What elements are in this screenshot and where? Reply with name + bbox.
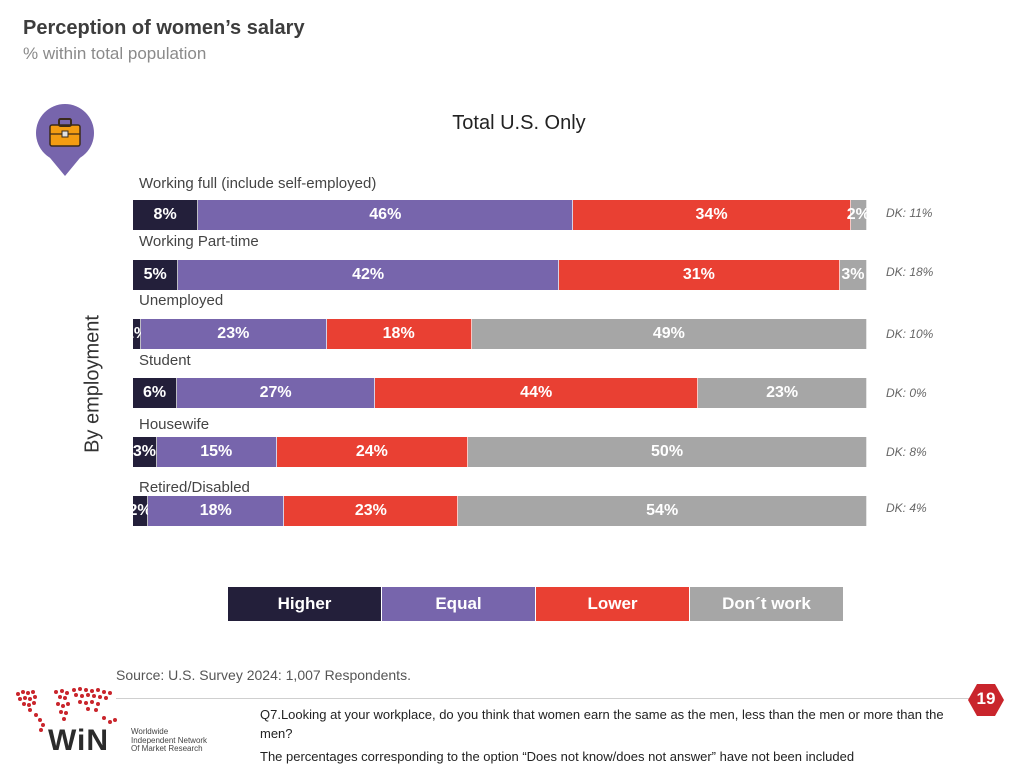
data-label: 3% [132, 443, 157, 460]
dk-label: DK: 11% [886, 206, 933, 220]
bar-segment-higher: 3% [133, 437, 157, 467]
data-label: 34% [695, 206, 728, 223]
data-label: 42% [352, 266, 385, 283]
dk-label: DK: 0% [886, 386, 927, 400]
question-text: Q7.Looking at your workplace, do you thi… [260, 707, 944, 741]
data-label: 18% [199, 502, 232, 519]
page-subtitle: % within total population [23, 44, 207, 63]
data-label: 46% [369, 206, 402, 223]
logo-wordmark: WiN [48, 724, 110, 757]
bar-segment-equal: 23% [141, 319, 327, 349]
bar-segment-don-t-work: 49% [471, 319, 867, 349]
bar-row-working-part-time: 5% 42% 31% 3% [133, 260, 867, 290]
data-label: 44% [520, 384, 553, 401]
bar-row-housewife: 3% 15% 24% 50% [133, 437, 867, 467]
data-label: 3% [841, 266, 865, 283]
bar-segment-higher: 8% [133, 200, 199, 230]
bar-segment-lower: 18% [326, 319, 472, 349]
bar-row-unemployed: 1% 23% 18% 49% [125, 319, 867, 349]
bar-segment-equal: 27% [177, 378, 376, 408]
bar-segment-equal: 42% [178, 260, 559, 290]
bar-segment-don-t-work: 2% [847, 200, 870, 230]
data-label: 50% [651, 443, 684, 460]
legend-item-equal: Equal [382, 587, 535, 621]
legend-item-dont-work: Don´t work [690, 587, 843, 621]
data-label: 18% [382, 325, 415, 342]
category-label: Working Part-time [139, 233, 259, 250]
data-label: 23% [766, 384, 799, 401]
page-title: Perception of women’s salary [23, 17, 305, 39]
data-label: 27% [259, 384, 292, 401]
bar-segment-lower: 31% [558, 260, 840, 290]
dk-label: DK: 18% [886, 265, 934, 279]
bar-segment-higher: 6% [133, 378, 178, 408]
footnote-text: The percentages corresponding to the opt… [260, 749, 855, 764]
data-label: 15% [200, 443, 233, 460]
bar-row-retired-disabled: 2% 18% 23% 54% [129, 496, 867, 526]
bar-segment-equal: 15% [156, 437, 277, 467]
page-number: 19 [976, 689, 996, 708]
category-label: Retired/Disabled [139, 479, 250, 496]
bar-row-working-full-include-self-employed: 8% 46% 34% 2% [133, 200, 870, 230]
bar-segment-lower: 23% [284, 496, 459, 526]
briefcase-icon [36, 104, 94, 176]
dk-label: DK: 8% [886, 445, 927, 459]
dk-label: DK: 10% [886, 327, 934, 341]
data-label: 23% [217, 325, 250, 342]
legend: Higher Equal Lower Don´t work [228, 587, 845, 621]
bar-segment-higher: 1% [125, 319, 148, 349]
chart-title: Total U.S. Only [452, 112, 586, 134]
category-label: Student [139, 352, 191, 369]
footer-divider [116, 698, 976, 699]
legend-item-lower: Lower [536, 587, 689, 621]
data-label: 8% [153, 206, 177, 223]
bar-segment-equal: 18% [148, 496, 285, 526]
bar-segment-don-t-work: 54% [458, 496, 867, 526]
bar-row-student: 6% 27% 44% 23% [133, 378, 867, 408]
data-label: 2% [846, 206, 870, 223]
dk-label: DK: 4% [886, 501, 927, 515]
bar-segment-higher: 5% [133, 260, 179, 290]
category-label: Unemployed [139, 292, 224, 309]
page-number-badge-icon [968, 684, 1004, 716]
world-map-icon [16, 687, 117, 732]
data-label: 5% [143, 266, 167, 283]
data-label: 49% [652, 325, 685, 342]
bar-segment-don-t-work: 3% [839, 260, 867, 290]
data-label: 2% [128, 502, 152, 519]
bar-segment-lower: 34% [573, 200, 851, 230]
legend-item-higher: Higher [228, 587, 381, 621]
bar-segment-higher: 2% [129, 496, 152, 526]
bar-segment-lower: 24% [276, 437, 469, 467]
data-label: 54% [646, 502, 679, 519]
y-axis-label: By employment [81, 315, 104, 453]
data-label: 23% [354, 502, 387, 519]
category-label: Working full (include self-employed) [139, 175, 377, 192]
bar-segment-don-t-work: 23% [698, 378, 867, 408]
bar-segment-equal: 46% [198, 200, 574, 230]
source-note: Source: U.S. Survey 2024: 1,007 Responde… [116, 667, 411, 683]
bar-segment-don-t-work: 50% [468, 437, 867, 467]
data-label: 6% [142, 384, 167, 401]
category-label: Housewife [139, 416, 210, 433]
data-label: 24% [355, 443, 388, 460]
bar-segment-lower: 44% [375, 378, 699, 408]
data-label: 31% [682, 266, 715, 283]
logo-subtext: Worldwide Independent Network Of Market … [131, 727, 208, 753]
